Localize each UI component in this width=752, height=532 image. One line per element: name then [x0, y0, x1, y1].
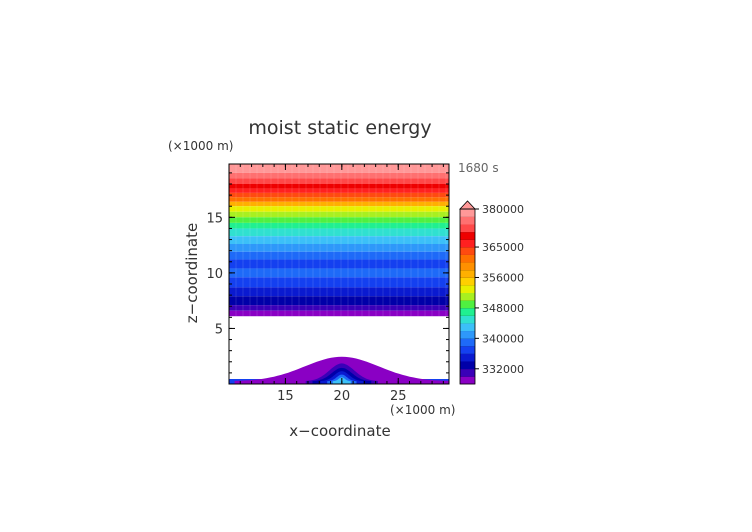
colorbar-segment [460, 353, 475, 362]
colorbar-segment [460, 239, 475, 248]
colorbar-segment [460, 315, 475, 324]
chart-title: moist static energy [248, 117, 431, 139]
band-18 [229, 277, 449, 288]
colorbar-label: 340000 [482, 332, 524, 345]
colorbar-segment [460, 323, 475, 332]
band-8 [229, 206, 449, 212]
colorbar-segment [460, 368, 475, 377]
band-9 [229, 211, 449, 218]
colorbar-segment [460, 345, 475, 354]
colorbar-segment [460, 224, 475, 233]
colorbar-segment [460, 269, 475, 278]
y-tick-label: 10 [206, 267, 223, 282]
colorbar-segment [460, 231, 475, 240]
colorbar-segment [460, 300, 475, 309]
band-10 [229, 217, 449, 223]
x-tick-label: 20 [334, 389, 351, 404]
y-tick-label: 15 [206, 211, 223, 226]
band-22 [229, 310, 449, 317]
colorbar-segment [460, 254, 475, 263]
y-tick-label: 5 [215, 322, 223, 337]
colorbar-label: 356000 [482, 271, 524, 284]
x-axis-label: x−coordinate [289, 422, 390, 440]
y-axis-label: z−coordinate [183, 223, 201, 323]
colorbar-label: 348000 [482, 302, 524, 315]
band-6 [229, 197, 449, 202]
band-2 [229, 178, 449, 184]
band-19 [229, 287, 449, 297]
band-4 [229, 188, 449, 193]
colorbar-segment [460, 361, 475, 370]
x-tick-label: 25 [390, 389, 407, 404]
colorbar-segment [460, 277, 475, 286]
colorbar-segment [460, 247, 475, 255]
band-21 [229, 305, 449, 311]
colorbar: 332000 340000 348000 356000 365000 380000 [459, 200, 524, 385]
band-12 [229, 228, 449, 237]
colorbar-segment [460, 338, 475, 347]
band-0 [229, 164, 449, 173]
band-15 [229, 251, 449, 260]
colorbar-label: 332000 [482, 363, 524, 376]
colorbar-segment [460, 209, 475, 217]
colorbar-segment [460, 285, 475, 293]
colorbar-segment [460, 292, 475, 301]
x-unit-label: (×1000 m) [390, 403, 455, 417]
band-17 [229, 268, 449, 278]
colorbar-segment [460, 307, 475, 316]
colorbar-extend-arrow [459, 200, 476, 210]
colorbar-segment [460, 262, 475, 271]
colorbar-segment [460, 330, 475, 339]
band-20 [229, 296, 449, 306]
band-7 [229, 201, 449, 207]
plot-area: 15 20 25 5 10 15 [206, 163, 450, 404]
colorbar-segment [460, 376, 475, 385]
band-1 [229, 172, 449, 179]
x-tick-label: 15 [277, 389, 294, 404]
time-label: 1680 s [458, 161, 499, 175]
band-13 [229, 236, 449, 244]
colorbar-segment [460, 216, 475, 225]
band-14 [229, 244, 449, 252]
y-unit-label: (×1000 m) [168, 139, 233, 153]
band-11 [229, 222, 449, 229]
band-3 [229, 184, 449, 189]
band-5 [229, 192, 449, 198]
colorbar-label: 365000 [482, 241, 524, 254]
band-16 [229, 259, 449, 269]
colorbar-label: 380000 [482, 203, 524, 216]
